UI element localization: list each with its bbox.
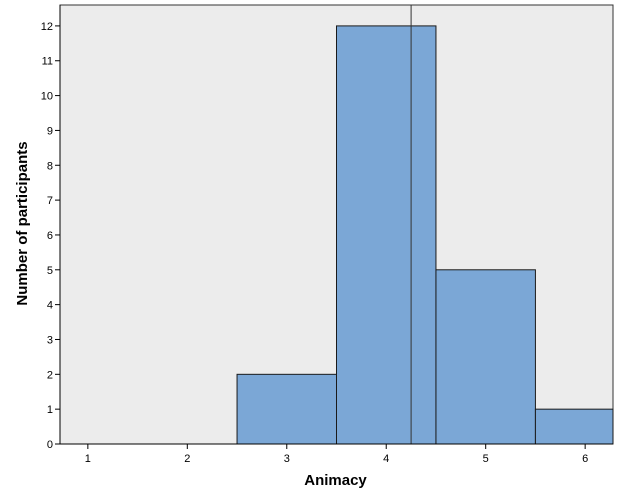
x-tick-label: 1 [85,453,91,465]
x-tick-label: 5 [483,453,489,465]
y-tick-label: 3 [47,334,53,346]
histogram-bar-1 [236,373,337,445]
y-tick-label: 11 [42,56,53,68]
y-axis-title: Number of participants [14,141,31,305]
y-tick-label: 8 [47,160,53,172]
y-tick-label: 5 [47,265,53,277]
y-tick-label: 4 [47,300,53,312]
histogram-bars [236,25,614,445]
histogram-bar-4 [534,408,614,445]
y-tick-label: 9 [47,125,53,137]
y-tick-label: 10 [41,91,53,103]
histogram-bar-2 [336,25,437,445]
y-tick-label: 7 [47,195,53,207]
histogram-bar-3 [435,269,536,445]
x-tick-label: 3 [284,453,290,465]
y-tick-label: 1 [47,404,53,416]
x-tick-label: 6 [582,453,588,465]
y-tick-label: 12 [41,21,53,33]
y-tick-label: 6 [47,230,53,242]
x-tick-label: 2 [184,453,190,465]
x-axis: 1 2 3 4 5 6 [60,443,613,465]
x-axis-title: Animacy [304,472,367,489]
x-tick-label: 4 [383,453,389,465]
y-tick-label: 0 [47,439,53,451]
y-tick-label: 2 [47,369,53,381]
